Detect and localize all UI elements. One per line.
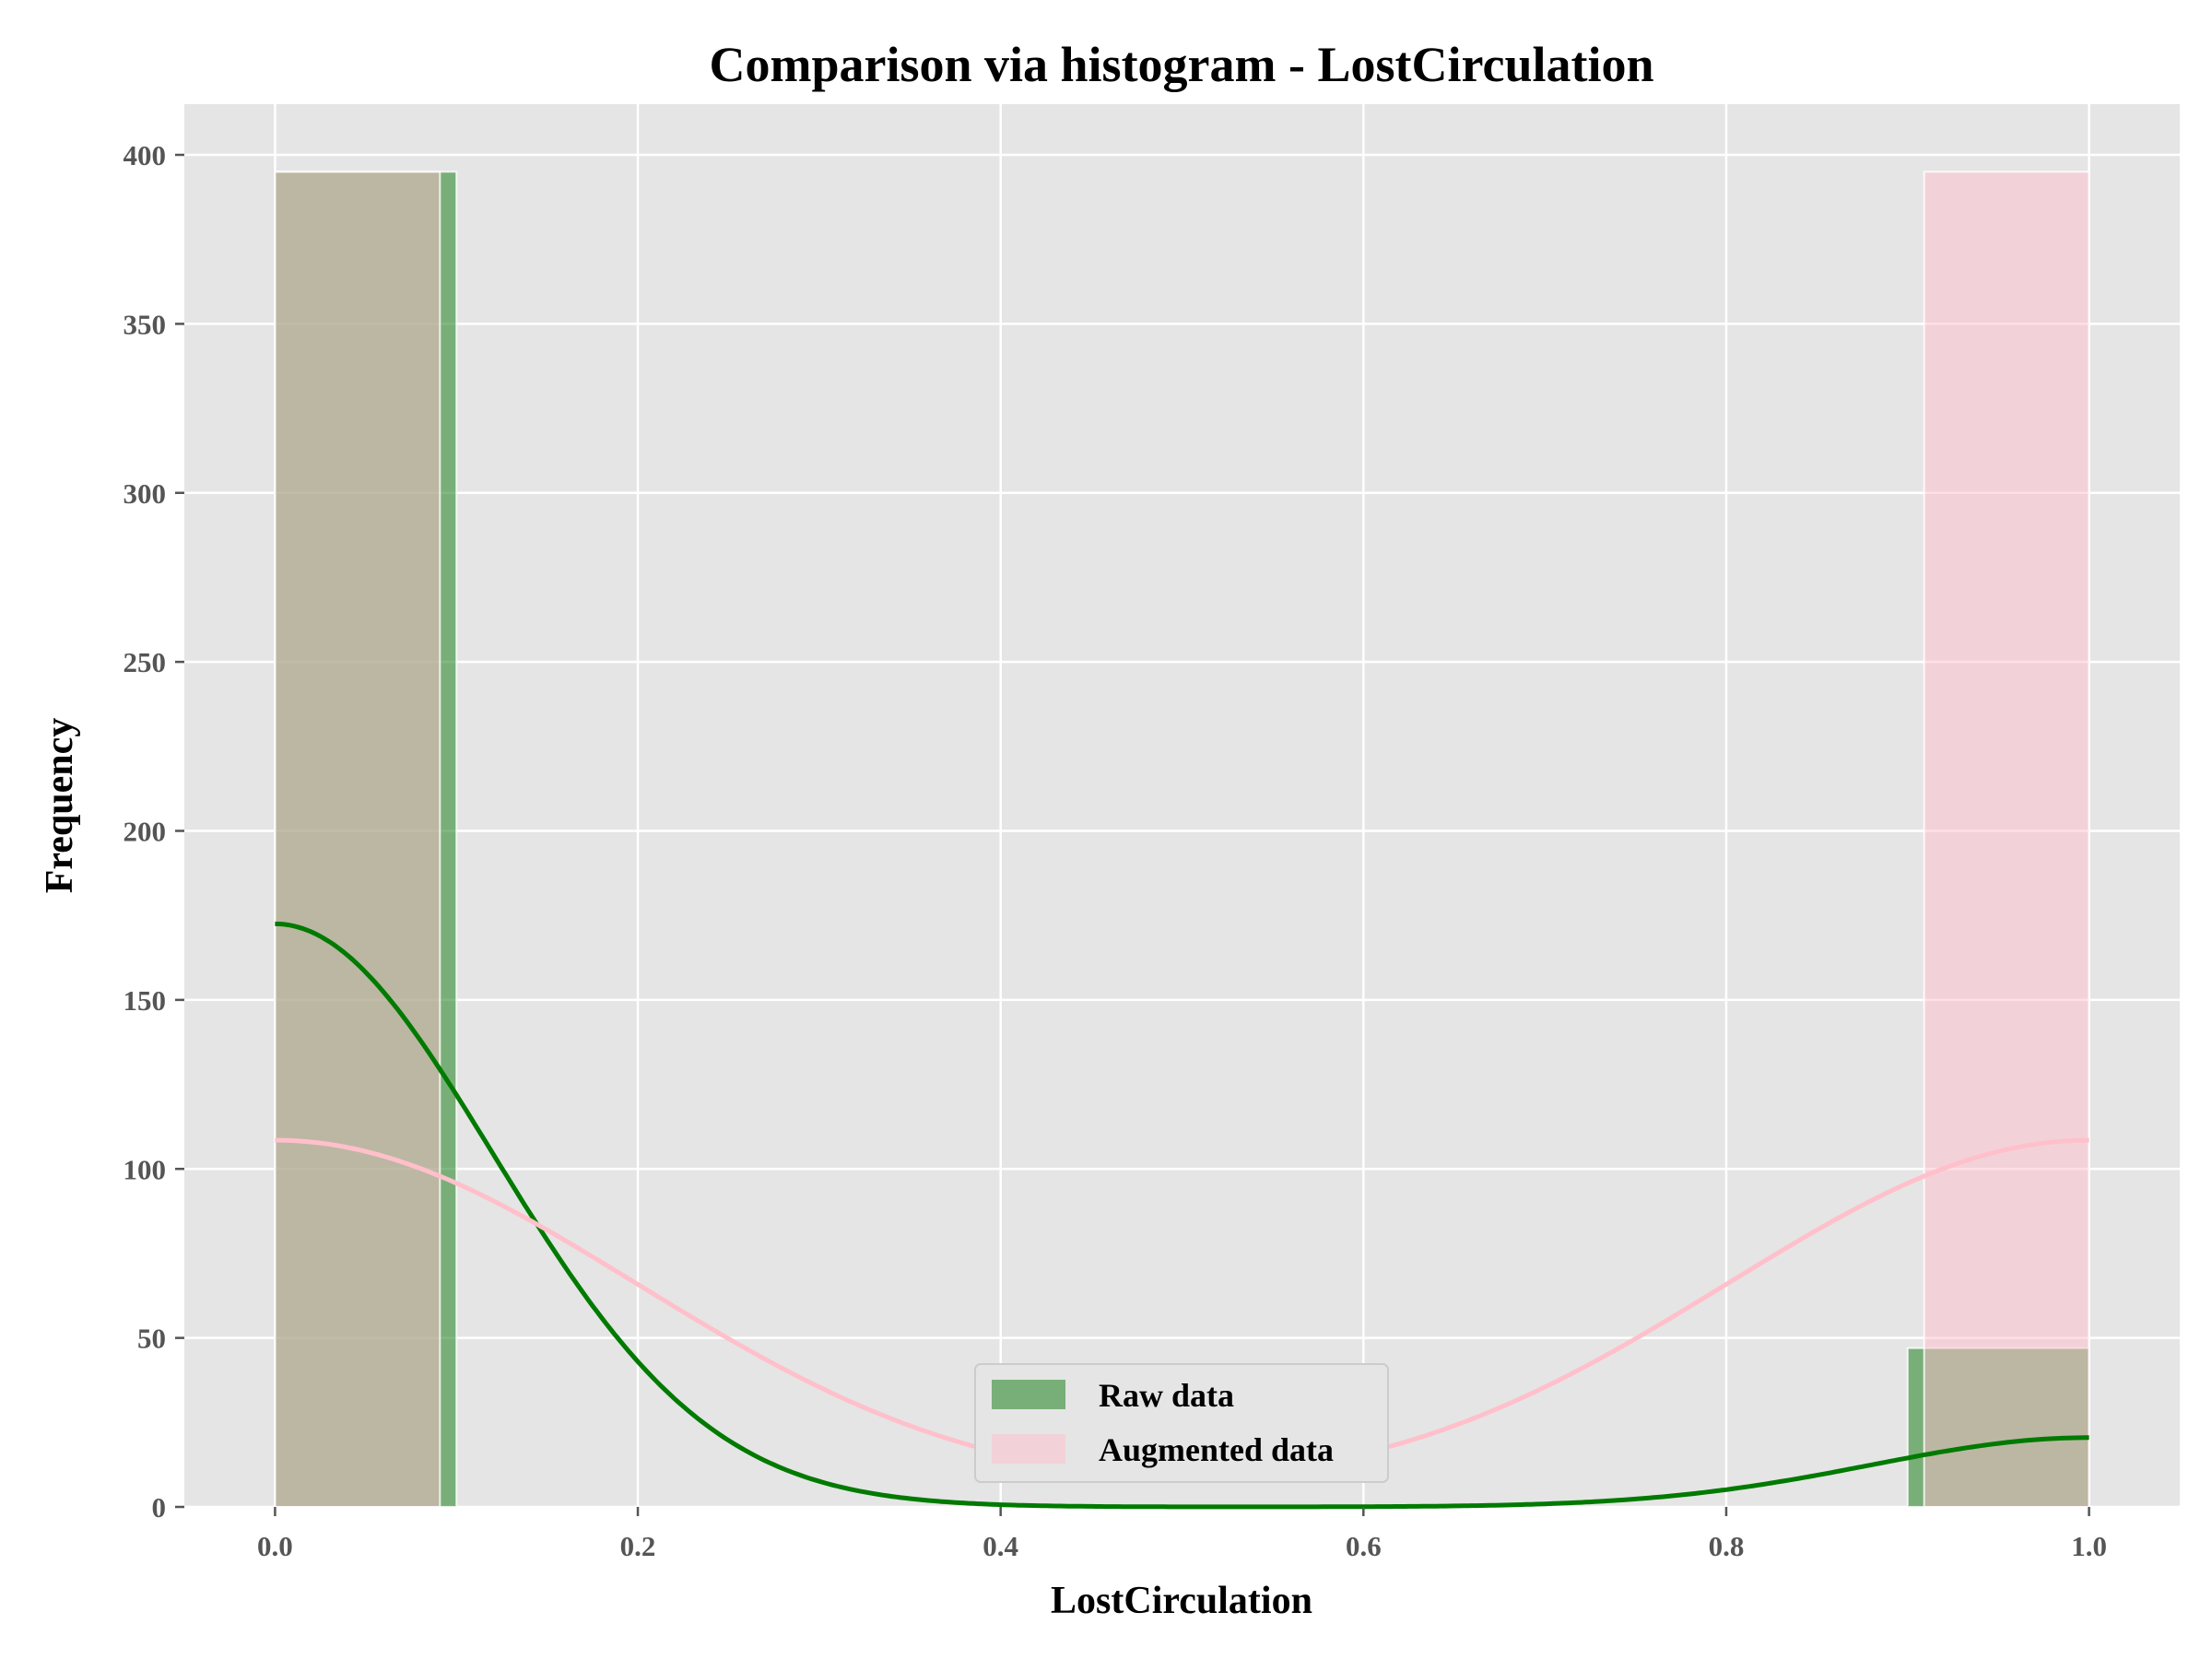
legend-swatch-raw — [992, 1380, 1065, 1409]
x-tick-label-5: 1.0 — [2071, 1530, 2107, 1562]
y-tick-label-2: 100 — [124, 1153, 167, 1185]
x-tick-label-1: 0.2 — [620, 1530, 656, 1562]
y-tick-label-6: 300 — [124, 477, 167, 510]
y-tick-label-4: 200 — [124, 816, 167, 848]
x-tick-label-0: 0.0 — [257, 1530, 293, 1562]
augmented-data-bar-1 — [1923, 171, 2090, 1509]
augmented-data-bars — [274, 171, 2090, 1509]
y-tick-label-8: 400 — [124, 139, 167, 171]
y-tick-label-3: 150 — [124, 984, 167, 1017]
legend-label-raw: Raw data — [1099, 1377, 1234, 1414]
y-axis-ticks: 0 50 100 150 200 250 300 350 400 — [124, 139, 184, 1524]
x-axis-ticks: 0.0 0.2 0.4 0.6 0.8 1.0 — [257, 1507, 2107, 1562]
x-tick-label-2: 0.4 — [982, 1530, 1018, 1562]
raw-data-kde-line — [275, 921, 2089, 1510]
legend-label-augmented: Augmented data — [1099, 1431, 1334, 1468]
y-tick-label-5: 250 — [124, 646, 167, 678]
x-tick-label-4: 0.8 — [1709, 1530, 1745, 1562]
x-axis-label: LostCirculation — [1051, 1580, 1312, 1622]
augmented-data-bar-0 — [274, 171, 441, 1509]
y-tick-label-0: 0 — [152, 1491, 167, 1524]
x-tick-label-3: 0.6 — [1346, 1530, 1382, 1562]
y-tick-label-7: 350 — [124, 308, 167, 340]
legend-box — [974, 1363, 1389, 1483]
chart-title: Comparison via histogram - LostCirculati… — [709, 37, 1653, 92]
legend-swatch-augmented — [992, 1434, 1065, 1464]
plot-background — [184, 104, 2180, 1507]
y-tick-label-1: 50 — [137, 1323, 166, 1355]
y-axis-label: Frequency — [39, 718, 81, 894]
legend: Raw data Augmented data — [974, 1363, 1389, 1483]
